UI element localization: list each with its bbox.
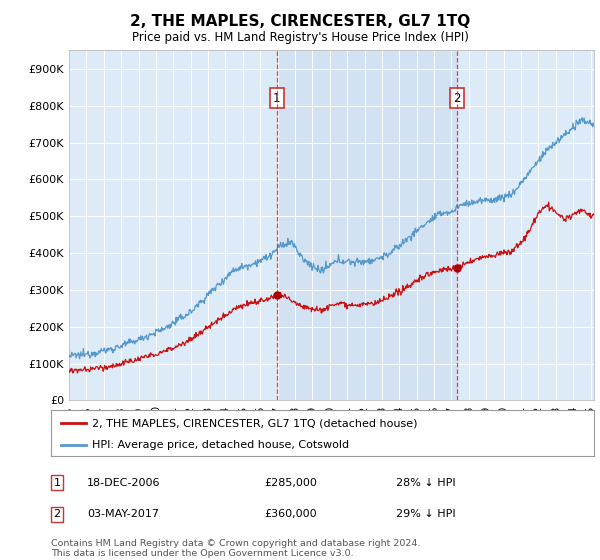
- Bar: [277, 50, 457, 400]
- Text: 1: 1: [53, 478, 61, 488]
- Text: 2, THE MAPLES, CIRENCESTER, GL7 1TQ (detached house): 2, THE MAPLES, CIRENCESTER, GL7 1TQ (det…: [92, 418, 417, 428]
- Text: £360,000: £360,000: [264, 509, 317, 519]
- Text: Price paid vs. HM Land Registry's House Price Index (HPI): Price paid vs. HM Land Registry's House …: [131, 31, 469, 44]
- Text: 2: 2: [53, 509, 61, 519]
- Text: £285,000: £285,000: [264, 478, 317, 488]
- Text: 03-MAY-2017: 03-MAY-2017: [87, 509, 159, 519]
- Text: Contains HM Land Registry data © Crown copyright and database right 2024.
This d: Contains HM Land Registry data © Crown c…: [51, 539, 421, 558]
- Text: 29% ↓ HPI: 29% ↓ HPI: [396, 509, 455, 519]
- Text: 28% ↓ HPI: 28% ↓ HPI: [396, 478, 455, 488]
- Text: 1: 1: [273, 92, 281, 105]
- Text: 2, THE MAPLES, CIRENCESTER, GL7 1TQ: 2, THE MAPLES, CIRENCESTER, GL7 1TQ: [130, 14, 470, 29]
- Text: 2: 2: [454, 92, 461, 105]
- Text: HPI: Average price, detached house, Cotswold: HPI: Average price, detached house, Cots…: [92, 440, 349, 450]
- Text: 18-DEC-2006: 18-DEC-2006: [87, 478, 161, 488]
